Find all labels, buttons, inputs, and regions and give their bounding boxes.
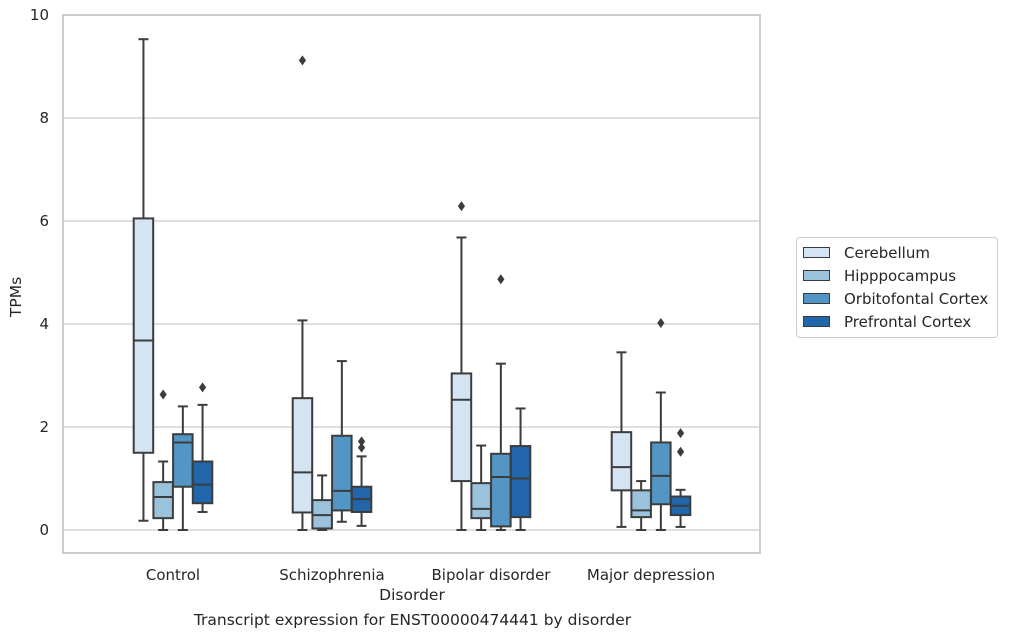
series-hipppocampus — [152, 389, 652, 531]
outlier-point — [198, 382, 207, 393]
outlier-point — [457, 201, 466, 212]
box-body — [132, 217, 155, 454]
series-cerebellum — [132, 38, 633, 531]
box-body — [610, 431, 633, 492]
box — [132, 38, 155, 522]
outlier-point — [298, 55, 307, 66]
outlier-point — [159, 389, 167, 400]
box — [630, 480, 652, 531]
legend-label: Hipppocampus — [844, 266, 957, 285]
legend: Cerebellum Hipppocampus Orbitofontal Corte… — [796, 237, 998, 338]
legend-swatch — [803, 247, 830, 258]
box — [311, 474, 333, 531]
box — [172, 405, 194, 531]
box — [331, 360, 353, 523]
box-body — [509, 445, 532, 519]
legend-entry: Prefrontal Cortex — [797, 310, 997, 333]
legend-label: Prefrontal Cortex — [844, 312, 972, 331]
legend-label: Orbitofontal Cortex — [844, 289, 989, 308]
box — [450, 201, 473, 531]
x-axis-ticks: Control Schizophrenia Bipolar disorder Majo… — [146, 566, 715, 584]
outlier-point — [676, 428, 685, 439]
legend-swatch — [803, 293, 830, 304]
box — [669, 428, 692, 528]
x-axis-label: Disorder — [379, 586, 445, 604]
legend-swatch — [803, 270, 830, 281]
legend-swatch — [803, 316, 830, 327]
box — [350, 436, 373, 527]
box-body — [291, 397, 314, 514]
box — [650, 317, 672, 531]
outlier-point — [676, 446, 685, 457]
box — [509, 407, 532, 531]
series-prefrontal-cortex — [191, 382, 692, 531]
series-orbitofontal-cortex — [172, 274, 672, 531]
figure-caption: Transcript expression for ENST0000047444… — [193, 611, 632, 629]
box — [152, 389, 174, 531]
x-tick-label: Bipolar disorder — [432, 566, 552, 584]
y-axis-ticks: 0 2 4 6 8 10 — [30, 6, 49, 539]
x-tick-label: Schizophrenia — [279, 566, 384, 584]
box-series — [132, 38, 692, 531]
box — [610, 351, 633, 528]
box-body — [630, 489, 652, 519]
x-tick-label: Control — [146, 566, 200, 584]
y-tick-label: 2 — [39, 418, 49, 436]
outlier-point — [357, 442, 366, 453]
box — [291, 55, 314, 531]
outlier-point — [357, 436, 366, 447]
y-tick-label: 6 — [39, 212, 49, 230]
box-body — [470, 482, 492, 520]
legend-entry: Cerebellum — [797, 241, 997, 264]
box-body — [490, 452, 512, 528]
y-tick-label: 8 — [39, 109, 49, 127]
box-body — [191, 460, 214, 505]
box-body — [152, 481, 174, 520]
outlier-point — [657, 317, 665, 328]
box-body — [172, 433, 194, 488]
legend-entry: Orbitofontal Cortex — [797, 287, 997, 310]
legend-label: Cerebellum — [844, 243, 930, 262]
x-tick-label: Major depression — [587, 566, 715, 584]
y-tick-label: 0 — [39, 521, 49, 539]
y-axis-label: TPMs — [7, 277, 25, 318]
y-tick-label: 4 — [39, 315, 49, 333]
outlier-point — [497, 274, 505, 285]
y-tick-label: 10 — [30, 6, 49, 24]
box — [490, 274, 512, 531]
plot-area-frame — [62, 14, 761, 554]
box — [470, 444, 492, 531]
box-body — [450, 372, 473, 483]
box — [191, 382, 214, 513]
legend-entry: Hipppocampus — [797, 264, 997, 287]
box-body — [331, 434, 353, 512]
box-body — [650, 441, 672, 506]
